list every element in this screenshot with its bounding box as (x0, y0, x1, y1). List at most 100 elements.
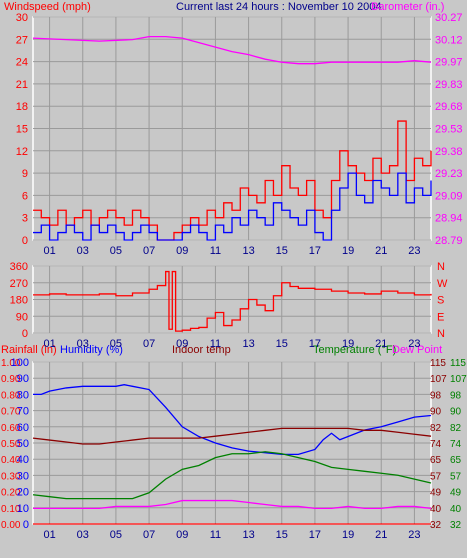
barometer-y-tick: 30.12 (435, 34, 463, 46)
indoor-y-tick: 98 (430, 390, 442, 401)
indoor-y-tick: 40 (430, 504, 442, 515)
temperature-axis-label: Temperature (°F) (313, 344, 396, 356)
direction-series (33, 270, 432, 332)
wind-panel-x-tick: 21 (375, 245, 387, 257)
wind-y-tick: 30 (16, 12, 28, 24)
indoor-y-tick: 115 (430, 358, 446, 369)
temp-panel-x-tick: 01 (43, 529, 55, 541)
direction-y-tick: 360 (10, 261, 28, 273)
temperature-y-tick: 57 (450, 471, 462, 482)
wind-y-tick: 18 (16, 101, 28, 113)
rain-y-tick: 0.40 (1, 455, 21, 466)
direction-panel-x-tick: 15 (276, 338, 288, 350)
temperature-y-tick: 74 (450, 439, 462, 450)
indoor-y-tick: 65 (430, 455, 442, 466)
direction-y-tick: 90 (16, 311, 28, 323)
temperature-y-tick: 32 (450, 520, 462, 531)
direction-panel-x-tick: 13 (242, 338, 254, 350)
humidity-axis-label: Humidity (%) (60, 344, 123, 356)
barometer-y-tick: 29.09 (435, 190, 463, 202)
temp-panel-x-tick: 05 (110, 529, 122, 541)
temperature-y-tick: 98 (450, 390, 462, 401)
temp-panel-x-tick: 03 (77, 529, 89, 541)
compass-y-tick: S (437, 295, 444, 307)
dewpoint-axis-label: Dew Point (392, 344, 442, 356)
barometer-y-tick: 28.79 (435, 235, 463, 247)
rain-y-tick: 1.00 (1, 358, 21, 369)
direction-y-tick: 180 (10, 295, 28, 307)
humidity-y-tick: 100 (11, 357, 29, 369)
temperature-y-tick: 115 (450, 358, 466, 369)
wind-y-tick: 27 (16, 34, 28, 46)
rain-y-tick: 0.10 (1, 504, 21, 515)
temperature-y-tick: 49 (450, 488, 462, 499)
wind-y-tick: 3 (22, 213, 28, 225)
direction-panel-x-tick: 11 (210, 338, 221, 350)
humidity-y-tick: 0 (23, 519, 29, 531)
humidity-y-tick: 70 (17, 406, 29, 418)
temp-panel-x-tick: 11 (210, 529, 221, 541)
barometer-y-tick: 28.94 (435, 213, 463, 225)
wind-y-tick: 15 (16, 124, 28, 136)
temp-panel-x-tick: 19 (342, 529, 354, 541)
rain-y-tick: 0.30 (1, 471, 21, 482)
wind-panel-x-tick: 13 (242, 245, 254, 257)
barometer-y-tick: 29.68 (435, 101, 463, 113)
wind-y-tick: 9 (22, 168, 28, 180)
direction-panel-x-tick: 01 (43, 338, 55, 350)
direction-panel-x-tick: 23 (408, 338, 420, 350)
rain-y-tick: 0.70 (1, 407, 21, 418)
barometer-axis-label: Barometer (in.) (371, 1, 444, 13)
wind-panel-x-tick: 01 (43, 245, 55, 257)
compass-y-tick: N (437, 261, 445, 273)
rain-y-tick: 0.80 (1, 390, 21, 401)
barometer-y-tick: 29.97 (435, 57, 463, 69)
direction-y-tick: 0 (22, 328, 28, 340)
indoor-y-tick: 74 (430, 439, 442, 450)
direction-panel-x-tick: 03 (77, 338, 89, 350)
indoor-y-tick: 32 (430, 520, 442, 531)
wind-panel-x-tick: 09 (176, 245, 188, 257)
temp-panel-x-tick: 21 (375, 529, 387, 541)
wind-panel-x-tick: 15 (276, 245, 288, 257)
barometer-y-tick: 29.23 (435, 168, 463, 180)
wind-panel-x-tick: 03 (77, 245, 89, 257)
temperature-y-tick: 107 (450, 374, 467, 385)
temp-panel-x-tick: 13 (242, 529, 254, 541)
barometer-y-tick: 29.53 (435, 124, 463, 136)
wind-y-tick: 21 (16, 79, 28, 91)
humidity-y-tick: 30 (17, 470, 29, 482)
wind-y-tick: 24 (16, 57, 28, 69)
rain-y-tick: 0.90 (1, 374, 21, 385)
temp-panel-x-tick: 23 (408, 529, 420, 541)
humidity-y-tick: 40 (17, 454, 29, 466)
wind-panel-x-tick: 19 (342, 245, 354, 257)
dewpoint-series (33, 499, 432, 510)
indoor-temp-label: Indoor temp (172, 344, 231, 356)
windspeed-axis-label: Windspeed (mph) (4, 1, 91, 13)
indoor-y-tick: 49 (430, 488, 442, 499)
temp-panel-x-tick: 07 (143, 529, 155, 541)
humidity-y-tick: 50 (17, 438, 29, 450)
humidity-y-tick: 60 (17, 422, 29, 434)
indoor-y-tick: 107 (430, 374, 447, 385)
rain-y-tick: 0.60 (1, 423, 21, 434)
compass-y-tick: N (437, 328, 445, 340)
temperature-series (32, 451, 432, 500)
wind-panel-x-tick: 23 (408, 245, 420, 257)
chart-title: Current last 24 hours : November 10 2004 (176, 1, 381, 13)
temperature-y-tick: 82 (450, 423, 462, 434)
rain-y-tick: 0.00 (1, 520, 21, 531)
wind-y-tick: 12 (16, 146, 28, 158)
wind-panel-x-tick: 17 (309, 245, 321, 257)
humidity-series (33, 384, 432, 455)
indoor-y-tick: 82 (430, 423, 442, 434)
direction-panel-x-tick: 17 (309, 338, 321, 350)
compass-y-tick: E (437, 311, 444, 323)
wind-panel-x-tick: 07 (143, 245, 155, 257)
direction-y-tick: 270 (10, 278, 28, 290)
temp-panel-x-tick: 15 (276, 529, 288, 541)
humidity-y-tick: 90 (17, 373, 29, 385)
wind-y-tick: 6 (22, 190, 28, 202)
